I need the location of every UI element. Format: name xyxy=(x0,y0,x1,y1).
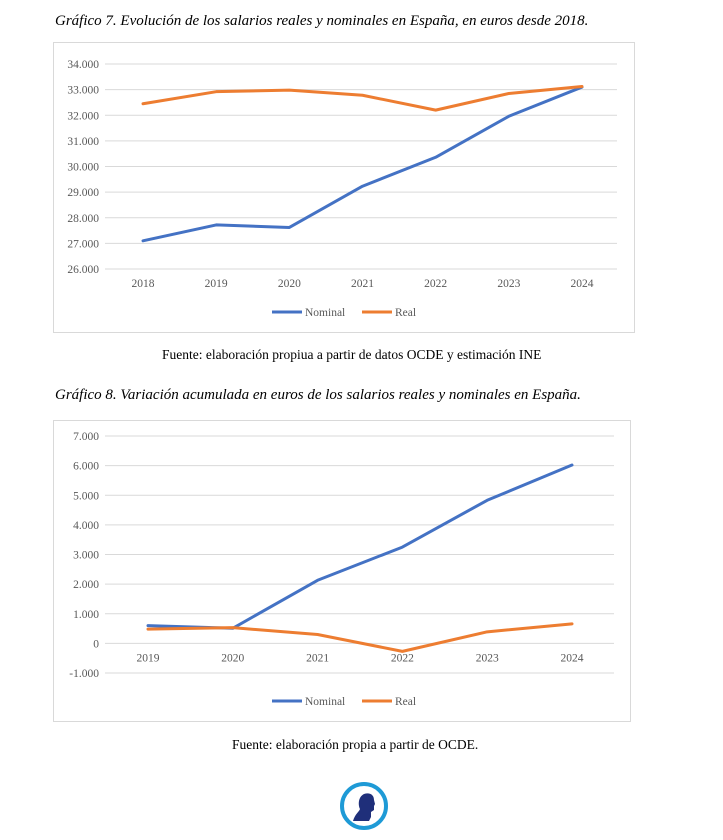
x-tick-label: 2024 xyxy=(561,652,584,664)
y-tick-label: 4.000 xyxy=(73,520,99,532)
chart2-title: Gráfico 8. Variación acumulada en euros … xyxy=(55,387,581,403)
y-tick-label: 32.000 xyxy=(67,110,99,122)
y-tick-label: 31.000 xyxy=(67,136,99,148)
x-tick-label: 2018 xyxy=(132,278,155,290)
y-tick-label: 5.000 xyxy=(73,490,99,502)
chart1-title: Gráfico 7. Evolución de los salarios rea… xyxy=(55,13,589,29)
x-tick-label: 2019 xyxy=(205,278,228,290)
x-tick-label: 2021 xyxy=(306,652,329,664)
x-tick-label: 2020 xyxy=(278,278,301,290)
x-tick-label: 2023 xyxy=(497,278,520,290)
y-tick-label: 27.000 xyxy=(67,238,99,250)
chart2-svg: -1.000 0 1.000 2.000 3.000 4.000 5.000 6.000 7.0… xyxy=(69,431,614,708)
x-tick-label: 2023 xyxy=(476,652,499,664)
chart1-frame: 26.000 27.000 28.000 29.000 30.000 31.000 32.0… xyxy=(53,42,635,333)
series-line-real xyxy=(141,85,584,112)
y-tick-label: 26.000 xyxy=(67,264,99,276)
y-tick-label: 7.000 xyxy=(73,431,99,443)
chart1-source: Fuente: elaboración propiua a partir de … xyxy=(162,347,542,362)
y-tick-label: 2.000 xyxy=(73,579,99,591)
profile-head-logo-icon xyxy=(340,782,388,830)
legend-label-nominal: Nominal xyxy=(305,307,345,319)
y-tick-label: 33.000 xyxy=(67,85,99,97)
x-tick-label: 2022 xyxy=(391,652,414,664)
series-line-nominal xyxy=(146,463,574,630)
y-tick-label: 30.000 xyxy=(67,162,99,174)
y-tick-label: 28.000 xyxy=(67,213,99,225)
legend-label-real: Real xyxy=(395,307,416,319)
y-tick-label: 1.000 xyxy=(73,609,99,621)
y-tick-label: -1.000 xyxy=(69,668,99,680)
chart2-frame: -1.000 0 1.000 2.000 3.000 4.000 5.000 6.000 7.0… xyxy=(53,420,631,722)
y-tick-label: 6.000 xyxy=(73,461,99,473)
legend-label-real: Real xyxy=(395,696,416,708)
x-tick-label: 2024 xyxy=(571,278,594,290)
y-tick-label: 3.000 xyxy=(73,550,99,562)
x-tick-label: 2022 xyxy=(424,278,447,290)
chart1-svg: 26.000 27.000 28.000 29.000 30.000 31.000 32.0… xyxy=(67,59,617,319)
x-tick-label: 2020 xyxy=(221,652,244,664)
x-tick-label: 2019 xyxy=(137,652,160,664)
chart2-source: Fuente: elaboración propia a partir de O… xyxy=(232,737,479,752)
series-line-nominal xyxy=(141,85,584,243)
y-tick-label: 34.000 xyxy=(67,59,99,71)
y-tick-label: 0 xyxy=(93,638,99,650)
legend-label-nominal: Nominal xyxy=(305,696,345,708)
series-line-real xyxy=(146,622,574,653)
y-tick-label: 29.000 xyxy=(67,187,99,199)
x-tick-label: 2021 xyxy=(351,278,374,290)
